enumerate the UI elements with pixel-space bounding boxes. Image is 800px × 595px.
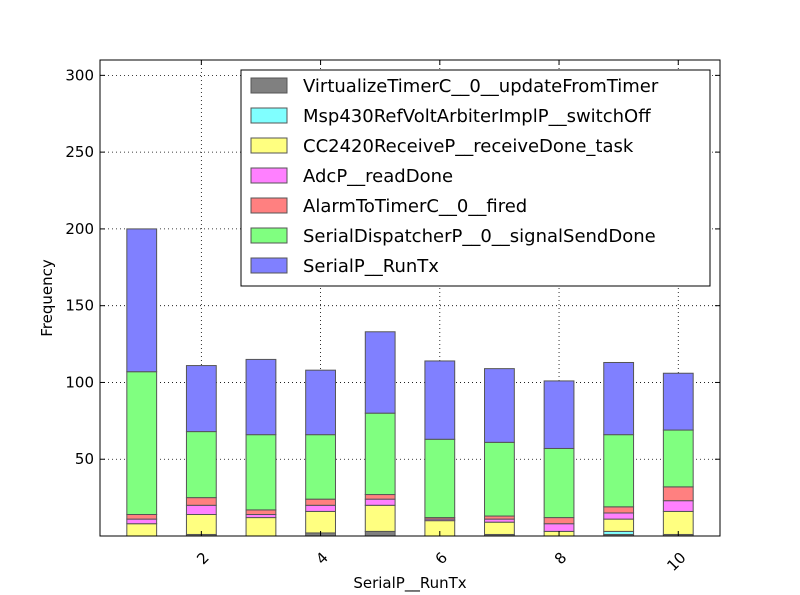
legend-swatch [250,137,288,154]
y-tick-label: 300 [65,66,94,84]
bar-segment-4-5 [305,498,336,506]
x-tick-label: 8 [551,549,570,568]
bar-segment-2-4 [185,504,217,516]
bar-segment-8-5 [543,517,575,525]
bar-segment-9-6 [603,434,635,508]
legend-entry: CC2420ReceiveP__receiveDone_task [303,136,634,157]
bar-segment-4-3 [305,510,336,534]
bar-segment-2-5 [185,497,217,506]
bar-segment-5-4 [364,498,396,506]
bar-segment-10-4 [662,500,694,512]
x-tick-label: 4 [312,549,331,568]
legend-entry: AdcP__readDone [303,166,453,187]
bar-segment-3-6 [245,434,277,511]
bar-segment-1-3 [126,523,158,537]
x-tick-label: 6 [432,549,451,568]
bar-segment-5-5 [364,494,396,500]
bar-segment-8-6 [543,447,575,519]
x-axis-label: SerialP__RunTx [353,574,466,593]
bar-segment-7-3 [484,521,515,535]
bar-segment-6-6 [424,438,456,519]
legend-entry: SerialP__RunTx [303,256,439,277]
y-tick-label: 150 [65,297,94,315]
bar-segment-9-7 [603,361,635,436]
legend: VirtualizeTimerC__0__updateFromTimer Msp4… [240,69,711,287]
legend-swatch [250,227,288,244]
bar-segment-4-6 [305,434,336,500]
bar-segment-1-5 [126,514,158,520]
bar-segment-3-7 [245,358,277,436]
bar-segment-10-7 [662,372,694,431]
bar-segment-1-7 [126,228,158,373]
legend-swatch [250,77,288,94]
bar-segment-8-7 [543,380,575,449]
bar-segment-2-6 [185,431,217,499]
bar-segment-5-3 [364,504,396,532]
legend-swatch [250,107,288,124]
bar-segment-7-6 [484,441,515,517]
bar-segment-5-7 [364,331,396,414]
bar-segment-3-3 [245,517,277,537]
bar-segment-7-7 [484,368,515,443]
bar-segment-6-7 [424,360,456,440]
bar-segment-5-1 [364,530,396,537]
y-tick-label: 200 [65,220,94,238]
legend-box [240,69,711,287]
y-tick-label: 100 [65,373,94,391]
bar-segment-4-4 [305,504,336,512]
y-axis-label: Frequency [38,259,56,337]
bars [126,228,694,537]
bar-segment-5-6 [364,412,396,496]
legend-entry: VirtualizeTimerC__0__updateFromTimer [303,76,659,97]
bar-segment-9-3 [603,518,635,532]
y-tick-label: 250 [65,143,94,161]
legend-entry: Msp430RefVoltArbiterImplP__switchOff [303,106,651,127]
bar-segment-1-4 [126,518,158,525]
axis-ticks: 50 100 150 200 250 300 2 4 6 8 10 [65,60,720,575]
plot-frame [99,59,721,537]
legend-swatch [250,257,288,274]
bar-segment-3-5 [245,509,277,516]
bar-segment-4-7 [305,369,336,436]
x-tick-label: 2 [193,549,212,568]
bar-segment-10-6 [662,429,694,488]
bar-segment-1-6 [126,371,158,516]
bar-segment-10-5 [662,486,694,502]
legend-swatch [250,197,288,214]
bar-segment-9-5 [603,506,635,514]
bar-segment-8-4 [543,523,575,532]
legend-entry: AlarmToTimerC__0__fired [303,196,527,217]
bar-segment-2-7 [185,365,217,433]
x-tick-label: 10 [663,549,689,575]
y-tick-label: 50 [75,450,94,468]
bar-segment-9-4 [603,512,635,520]
legend-swatch [250,167,288,184]
legend-entry: SerialDispatcherP__0__signalSendDone [303,226,656,247]
